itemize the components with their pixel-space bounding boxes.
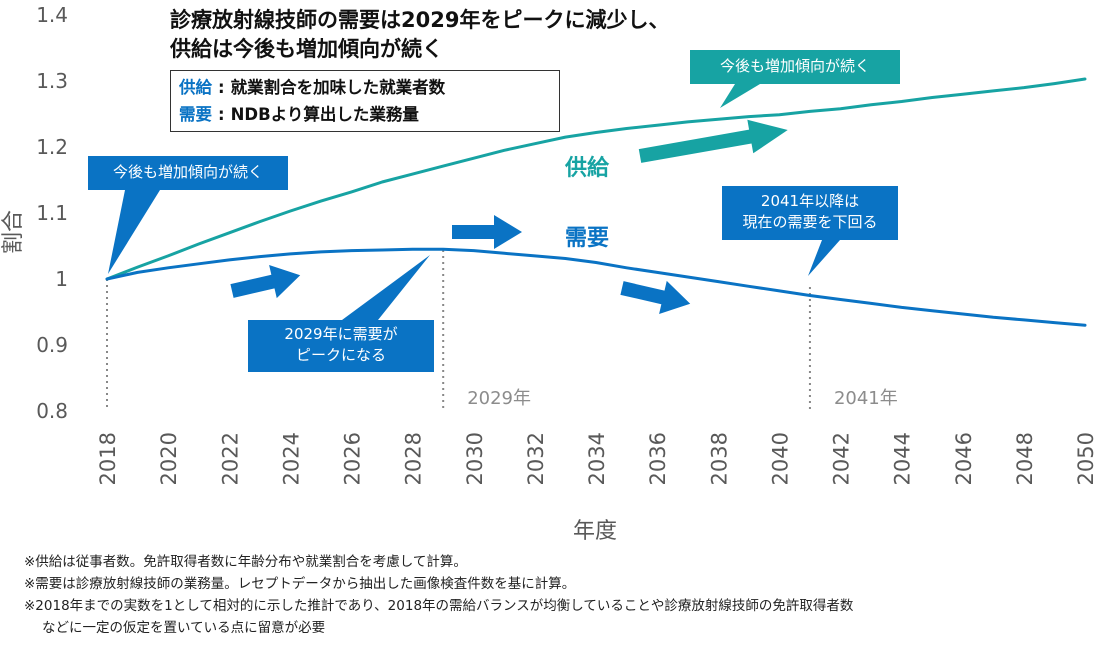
series-label-demand: 需要 — [565, 226, 610, 251]
y-tick-label: 1.1 — [36, 201, 68, 225]
x-axis-ticks: 2018 2020 2022 2024 2026 2028 2030 2032 2034 2036… — [96, 432, 1098, 485]
x-tick-label: 2024 — [279, 432, 303, 485]
arrow-demand-peak-icon — [452, 215, 522, 249]
y-tick-label: 0.8 — [36, 399, 68, 423]
x-tick-label: 2042 — [830, 432, 854, 485]
legend-separator: : — [218, 105, 225, 124]
x-tick-label: 2020 — [157, 432, 181, 485]
legend-row-demand: 需要: NDBより算出した業務量 — [179, 101, 551, 128]
callout-2041-shape — [722, 186, 898, 276]
callout-peak-text: 2029年に需要が ピークになる — [248, 324, 434, 366]
callout-peak-line-1: 2029年に需要が — [284, 325, 398, 343]
callout-supply-left-text: 今後も増加傾向が続く — [112, 163, 263, 181]
y-axis-label: 割合 — [1, 210, 26, 254]
y-tick-label: 0.9 — [36, 333, 68, 357]
arrow-demand-rise-icon — [230, 264, 301, 299]
callout-shapes — [88, 50, 900, 372]
arrow-supply-up-icon — [638, 119, 788, 163]
reference-label-2029: 2029年 — [467, 388, 531, 409]
legend-key-supply: 供給 — [179, 78, 212, 97]
x-tick-label: 2032 — [524, 432, 548, 485]
footnotes: ※供給は従事者数。免許取得者数に年齢分布や就業割合を考慮して計算。 ※需要は診療… — [24, 551, 1102, 639]
footnote-1: ※供給は従事者数。免許取得者数に年齢分布や就業割合を考慮して計算。 — [24, 554, 467, 570]
legend-row-supply: 供給: 就業割合を加味した就業者数 — [179, 74, 551, 101]
arrow-demand-fall-icon — [620, 280, 691, 315]
chart-title-line-2: 供給は今後も増加傾向が続く — [170, 37, 443, 61]
x-tick-label: 2030 — [463, 432, 487, 485]
callout-2041-line-2: 現在の需要を下回る — [742, 213, 878, 231]
reference-lines: 2029年 2041年 — [106, 250, 898, 411]
x-tick-label: 2044 — [891, 432, 915, 485]
x-tick-label: 2038 — [707, 432, 731, 485]
y-axis-ticks: 0.8 0.9 1 1.1 1.2 1.3 1.4 — [36, 3, 68, 423]
x-tick-label: 2018 — [96, 432, 120, 485]
chart-title-line-1: 診療放射線技師の需要は2029年をピークに減少し、 — [170, 8, 670, 32]
x-tick-label: 2050 — [1074, 432, 1098, 485]
trend-arrows — [230, 119, 788, 315]
legend-key-demand: 需要 — [179, 105, 212, 124]
footnote-3-continued: などに一定の仮定を置いている点に留意が必要 — [42, 620, 326, 636]
legend-text-demand: NDBより算出した業務量 — [230, 105, 419, 124]
callout-2041-line-1: 2041年以降は — [760, 192, 860, 210]
y-tick-label: 1 — [55, 267, 68, 291]
callout-peak-line-2: ピークになる — [295, 346, 386, 364]
x-axis-label: 年度 — [573, 519, 617, 544]
footnote-2: ※需要は診療放射線技師の業務量。レセプトデータから抽出した画像検査件数を基に計算… — [24, 576, 576, 592]
x-tick-label: 2034 — [585, 432, 609, 485]
x-tick-label: 2036 — [646, 432, 670, 485]
x-tick-label: 2022 — [218, 432, 242, 485]
callout-supply-right-text: 今後も増加傾向が続く — [719, 57, 870, 75]
callout-peak-shape — [248, 255, 434, 372]
legend-box: 供給: 就業割合を加味した就業者数 需要: NDBより算出した業務量 — [170, 70, 560, 132]
x-tick-label: 2046 — [952, 432, 976, 485]
series-line-supply — [105, 77, 1087, 281]
legend-text-supply: 就業割合を加味した就業者数 — [230, 78, 446, 97]
reference-label-2041: 2041年 — [834, 388, 898, 409]
x-tick-label: 2040 — [768, 432, 792, 485]
y-tick-label: 1.2 — [36, 135, 68, 159]
footnote-3: ※2018年までの実数を1として相対的に示した推計であり、2018年の需給バラン… — [24, 598, 854, 614]
series-line-demand — [105, 247, 1087, 327]
x-tick-label: 2048 — [1013, 432, 1037, 485]
callout-supply-left-shape — [88, 156, 288, 274]
series-lines — [105, 77, 1087, 327]
callout-2041-text: 2041年以降は 現在の需要を下回る — [722, 191, 898, 233]
series-label-supply: 供給 — [565, 156, 610, 181]
x-tick-label: 2028 — [402, 432, 426, 485]
y-tick-label: 1.3 — [36, 69, 68, 93]
x-tick-label: 2026 — [341, 432, 365, 485]
legend-separator: : — [218, 78, 225, 97]
y-tick-label: 1.4 — [36, 3, 68, 27]
callout-supply-right-shape — [690, 50, 900, 108]
